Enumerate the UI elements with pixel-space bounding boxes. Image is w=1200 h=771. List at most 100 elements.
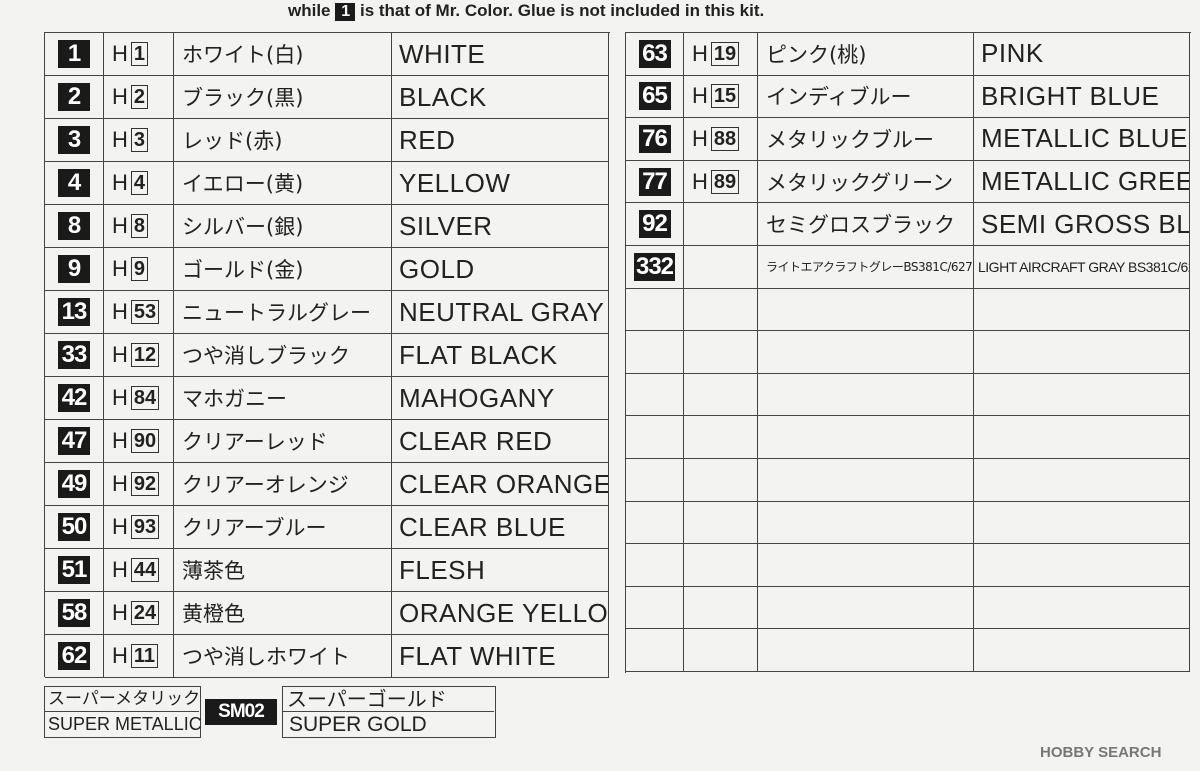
english-cell: CLEAR RED — [392, 420, 609, 463]
english-name: PINK — [981, 38, 1044, 69]
h-letter: H — [112, 643, 128, 668]
h-number: 88 — [710, 126, 740, 151]
english-cell: SILVER — [392, 205, 609, 248]
japanese-name: マホガニー — [182, 387, 287, 411]
code-badge: 92 — [638, 210, 671, 239]
h-letter: H — [112, 299, 128, 324]
h-number: 3 — [130, 128, 149, 152]
english-cell: WHITE — [392, 33, 609, 76]
h-letter: H — [112, 41, 128, 66]
h-cell: H 15 — [684, 75, 758, 119]
japanese-name: クリアーレッド — [182, 430, 328, 454]
h-number: 53 — [130, 300, 160, 324]
h-cell — [684, 203, 758, 246]
code-badge: 13 — [58, 298, 90, 326]
code-cell: 2 — [45, 76, 104, 119]
h-cell: H 84 — [104, 377, 174, 420]
japanese-cell: レッド(赤) — [174, 119, 392, 162]
code-cell: 50 — [45, 506, 104, 549]
japanese-name: ゴールド(金) — [182, 258, 304, 282]
h-letter: H — [692, 125, 708, 151]
english-name: ORANGE YELLOW — [399, 597, 609, 628]
header-text: is that of Mr. Color. Glue is not includ… — [359, 1, 765, 20]
code-cell — [626, 288, 684, 332]
english-cell: BRIGHT BLUE — [974, 75, 1190, 119]
english-name: NEUTRAL GRAY — [399, 296, 605, 327]
code-cell: 76 — [626, 118, 684, 161]
english-cell: METALLIC BLUE — [974, 118, 1190, 161]
japanese-cell: クリアーブルー — [174, 506, 392, 549]
english-name: METALLIC GREEN — [981, 166, 1190, 197]
english-cell: FLAT BLACK — [392, 334, 609, 377]
japanese-name: ホワイト(白) — [182, 43, 304, 67]
english-cell: NEUTRAL GRAY — [392, 291, 609, 334]
h-number: 9 — [130, 257, 149, 281]
english-name: LIGHT AIRCRAFT GRAY BS381C/627 — [978, 258, 1190, 275]
sm-code: SM02 — [205, 699, 277, 725]
watermark: HOBBY SEARCH — [1040, 744, 1162, 761]
english-cell — [974, 586, 1190, 630]
h-number: 89 — [710, 169, 740, 194]
japanese-name: クリアーブルー — [182, 516, 327, 540]
english-cell: CLEAR ORANGE — [392, 463, 609, 506]
code-badge: 63 — [638, 39, 671, 68]
h-cell — [684, 288, 758, 332]
japanese-name: レッド(赤) — [182, 129, 283, 153]
english-cell — [974, 501, 1190, 545]
h-cell: H 24 — [104, 592, 174, 635]
code-badge: 58 — [58, 599, 90, 627]
h-letter: H — [112, 557, 128, 582]
h-number: 44 — [130, 558, 160, 582]
h-number: 8 — [130, 214, 149, 238]
japanese-cell: メタリックグリーン — [758, 160, 974, 204]
code-badge: 3 — [58, 126, 90, 154]
code-badge: 51 — [58, 556, 90, 584]
english-cell — [974, 416, 1190, 459]
h-cell — [684, 501, 758, 545]
english-name: MAHOGANY — [399, 382, 555, 413]
english-cell: ORANGE YELLOW — [392, 592, 609, 635]
h-cell: H 11 — [104, 635, 174, 678]
h-number: 90 — [130, 429, 160, 453]
english-name: WHITE — [399, 38, 486, 69]
english-name: SILVER — [399, 210, 493, 241]
english-cell — [974, 544, 1190, 587]
english-cell: MAHOGANY — [392, 377, 609, 420]
code-badge: 2 — [58, 83, 90, 111]
english-cell: BLACK — [392, 76, 609, 119]
h-number: 19 — [710, 41, 740, 66]
japanese-name: ピンク(桃) — [766, 42, 867, 67]
h-cell — [684, 544, 758, 587]
code-cell — [626, 331, 684, 374]
english-name: FLAT WHITE — [399, 640, 557, 671]
english-cell: RED — [392, 119, 609, 162]
h-letter: H — [112, 256, 128, 281]
header-badge: 1 — [335, 3, 356, 21]
code-cell — [626, 373, 684, 417]
code-cell: 63 — [626, 33, 684, 76]
h-cell — [684, 416, 758, 459]
english-name: CLEAR RED — [399, 425, 553, 456]
english-cell: CLEAR BLUE — [392, 506, 609, 549]
japanese-cell — [758, 544, 974, 587]
series-english: SUPER METALLIC — [48, 714, 202, 734]
h-cell: H 53 — [104, 291, 174, 334]
english-cell: SEMI GROSS BLACK — [974, 203, 1190, 246]
h-cell — [684, 246, 758, 289]
code-badge: 4 — [58, 169, 90, 197]
h-letter: H — [112, 514, 128, 539]
code-badge: 332 — [633, 252, 676, 281]
code-cell: 42 — [45, 377, 104, 420]
japanese-cell: 薄茶色 — [174, 549, 392, 592]
h-number: 93 — [130, 515, 160, 539]
japanese-cell: マホガニー — [174, 377, 392, 420]
english-cell: PINK — [974, 33, 1190, 76]
code-cell: 33 — [45, 334, 104, 377]
japanese-cell: ホワイト(白) — [174, 33, 392, 76]
japanese-name: つや消しブラック — [182, 344, 350, 368]
code-badge: 8 — [58, 212, 90, 240]
